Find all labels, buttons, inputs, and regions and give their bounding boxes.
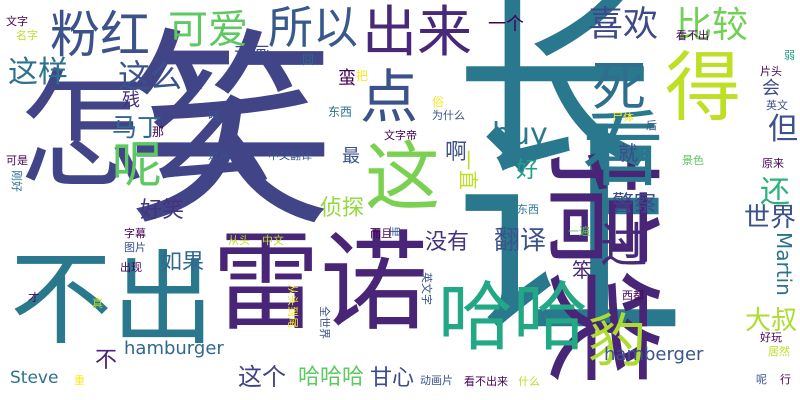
word-才: 才 xyxy=(28,291,39,304)
word-图片: 图片 xyxy=(124,241,146,254)
word-这么: 这么 xyxy=(118,57,183,95)
word-看: 看 xyxy=(582,103,665,198)
word-行: 行 xyxy=(780,373,791,386)
word-文字帝: 文字帝 xyxy=(384,129,417,142)
word-尸体: 尸体 xyxy=(612,111,634,124)
word-嗐: 嗐 xyxy=(208,109,221,123)
word-刚好: 刚好 xyxy=(10,170,23,192)
word-点: 点 xyxy=(360,63,419,131)
word-出来: 出来 xyxy=(362,0,473,64)
word-甘心: 甘心 xyxy=(370,366,415,391)
word-动画: 动画 xyxy=(234,44,270,65)
word-从头: 从头 xyxy=(228,234,250,247)
word-喜欢: 喜欢 xyxy=(588,5,659,45)
word-粉红: 粉红 xyxy=(50,6,150,64)
word-呢: 呢 xyxy=(756,373,767,386)
word-会: 会 xyxy=(762,78,780,99)
word-还: 还 xyxy=(760,175,790,210)
word-囧: 囧 xyxy=(302,53,315,67)
word-哈哈哈: 哈哈哈 xyxy=(298,365,365,390)
word-里: 里 xyxy=(388,226,401,237)
word-好: 好 xyxy=(516,158,539,183)
word-怎么: 怎么 xyxy=(18,57,275,206)
word-侦探: 侦探 xyxy=(320,196,365,221)
word-这个: 这个 xyxy=(238,363,286,391)
word-蛮: 蛮 xyxy=(338,68,356,89)
word-重: 重 xyxy=(74,374,85,387)
word-西都: 西都 xyxy=(622,289,644,302)
word-长: 长 xyxy=(455,0,656,204)
word-雷诺: 雷诺 xyxy=(212,221,429,346)
word-景色: 景色 xyxy=(682,154,704,167)
word-hamberger: hamberger xyxy=(604,344,704,365)
word-英文字: 英文字 xyxy=(420,272,433,305)
word-而且: 而且 xyxy=(370,227,392,240)
word-残: 残 xyxy=(122,90,140,111)
word-小东西: 小东西 xyxy=(506,203,539,216)
word-没有: 没有 xyxy=(425,230,470,255)
word-好玩: 好玩 xyxy=(760,331,782,344)
word-最: 最 xyxy=(342,146,360,167)
word-但: 但 xyxy=(768,112,798,147)
word-字幕: 字幕 xyxy=(124,227,146,240)
word-这样: 这样 xyxy=(8,55,68,90)
word-可爱: 可爱 xyxy=(168,7,248,53)
word-出现: 出现 xyxy=(120,261,142,274)
word-弱: 弱 xyxy=(784,49,795,62)
word-不出: 不出 xyxy=(10,241,214,360)
word-什么: 什么 xyxy=(518,375,540,388)
word-警察: 警察 xyxy=(612,192,657,217)
word-马丁: 马丁 xyxy=(112,113,163,142)
word-居然: 居然 xyxy=(768,345,790,358)
word-这: 这 xyxy=(365,133,441,221)
word-就: 就 xyxy=(618,141,638,165)
word-中文翻译: 中文翻译 xyxy=(268,149,312,162)
word-所以: 所以 xyxy=(268,1,359,54)
word-为什么: 为什么 xyxy=(432,109,465,122)
word-笑: 笑 xyxy=(125,10,336,255)
word-如果: 如果 xyxy=(160,250,205,275)
word-英文: 英文 xyxy=(766,99,788,112)
word-哈哈: 哈哈 xyxy=(438,273,589,361)
word-名字: 名字 xyxy=(16,29,38,42)
word-真: 真 xyxy=(92,297,103,310)
word-那: 那 xyxy=(152,125,165,139)
word-原来: 原来 xyxy=(762,157,784,170)
word-比较: 比较 xyxy=(676,5,749,46)
word-死: 死 xyxy=(592,55,646,118)
word-文字: 文字 xyxy=(6,15,28,28)
word-buy: buy xyxy=(492,117,548,152)
word-从头到尾: 从头到尾 xyxy=(286,284,299,328)
word-一遍: 一遍 xyxy=(568,225,590,238)
word-得: 得 xyxy=(665,43,741,132)
word-中文: 中文 xyxy=(262,234,284,247)
word-大叔: 大叔 xyxy=(745,306,798,336)
word-东西: 东西 xyxy=(328,105,353,119)
word-全世界: 全世界 xyxy=(318,306,331,339)
word-Steve: Steve xyxy=(10,368,59,388)
word-世界: 世界 xyxy=(744,203,797,233)
word-后: 后 xyxy=(646,119,657,132)
word-把: 把 xyxy=(356,69,369,83)
word-不: 不 xyxy=(95,348,118,373)
word-一个: 一个 xyxy=(488,14,524,35)
word-可是: 可是 xyxy=(6,154,28,167)
word-看不出: 看不出 xyxy=(676,29,709,42)
word-笨: 笨 xyxy=(572,258,592,282)
word-Martin: Martin xyxy=(772,232,796,296)
word-过: 过 xyxy=(600,218,649,274)
word-啊: 啊 xyxy=(445,140,468,165)
word-让: 让 xyxy=(455,103,686,370)
word-好笑: 好笑 xyxy=(140,198,185,223)
word-hamburger: hamburger xyxy=(124,338,224,359)
word-看不出来: 看不出来 xyxy=(464,375,508,388)
word-俗: 俗 xyxy=(432,95,445,109)
word-片头: 片头 xyxy=(760,65,782,78)
word-是从: 是从 xyxy=(208,149,230,162)
word-动画片: 动画片 xyxy=(420,374,453,387)
word-豹: 豹 xyxy=(588,307,647,375)
word-翻译: 翻译 xyxy=(494,226,547,256)
word-呢: 呢 xyxy=(112,136,162,194)
